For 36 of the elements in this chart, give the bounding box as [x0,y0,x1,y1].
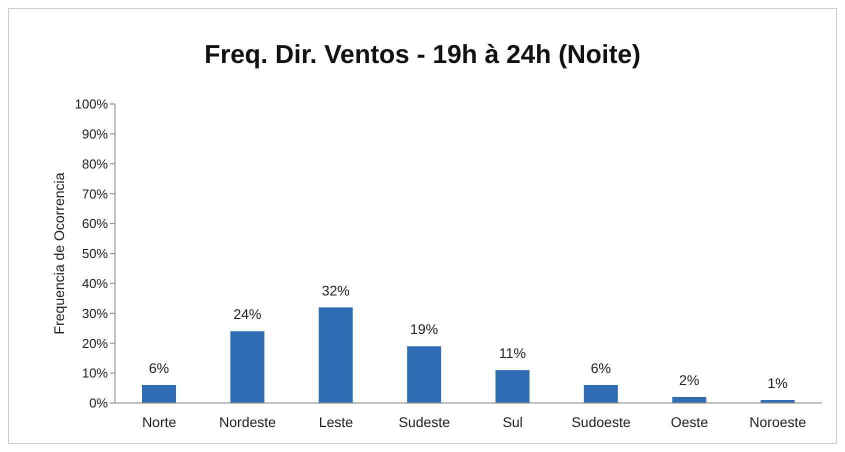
y-tick-label: 60% [82,216,108,232]
bar [142,385,176,403]
bar [318,307,353,403]
y-tick-label: 70% [82,186,108,202]
x-tick-label: Noroeste [749,414,806,430]
bar [672,397,706,403]
data-label: 11% [499,345,526,362]
x-tick-label: Sudeste [398,414,450,430]
data-label: 1% [768,375,788,392]
data-label: 19% [410,321,438,338]
x-tick-label: Norte [142,414,177,430]
chart-title: Freq. Dir. Ventos - 19h à 24h (Noite) [203,39,642,70]
bar [496,370,530,403]
y-axis-title: Frequencia de Ocorrencia [50,172,67,334]
data-label: 2% [679,372,700,388]
data-label: 32% [322,282,350,298]
data-label: 6% [148,360,170,376]
y-tick-label: 10% [82,366,108,381]
y-tick-label: 80% [82,156,108,172]
y-tick-label: 100% [74,96,108,112]
data-label: 6% [590,360,611,376]
x-tick-label: Sudoeste [571,414,631,430]
y-tick-label: 30% [82,306,108,321]
bar [230,331,264,403]
y-tick-label: 20% [82,336,108,351]
x-tick-label: Oeste [670,414,708,430]
data-label: 24% [233,306,262,322]
y-tick-label: 50% [82,246,108,262]
bar [584,385,618,403]
x-tick-label: Nordeste [219,414,276,430]
x-tick-label: Sul [502,414,523,430]
y-tick-label: 90% [82,126,108,142]
y-tick-label: 40% [82,276,108,292]
y-tick-label: 0% [89,396,108,411]
bar [407,346,442,403]
x-tick-label: Leste [318,414,354,430]
